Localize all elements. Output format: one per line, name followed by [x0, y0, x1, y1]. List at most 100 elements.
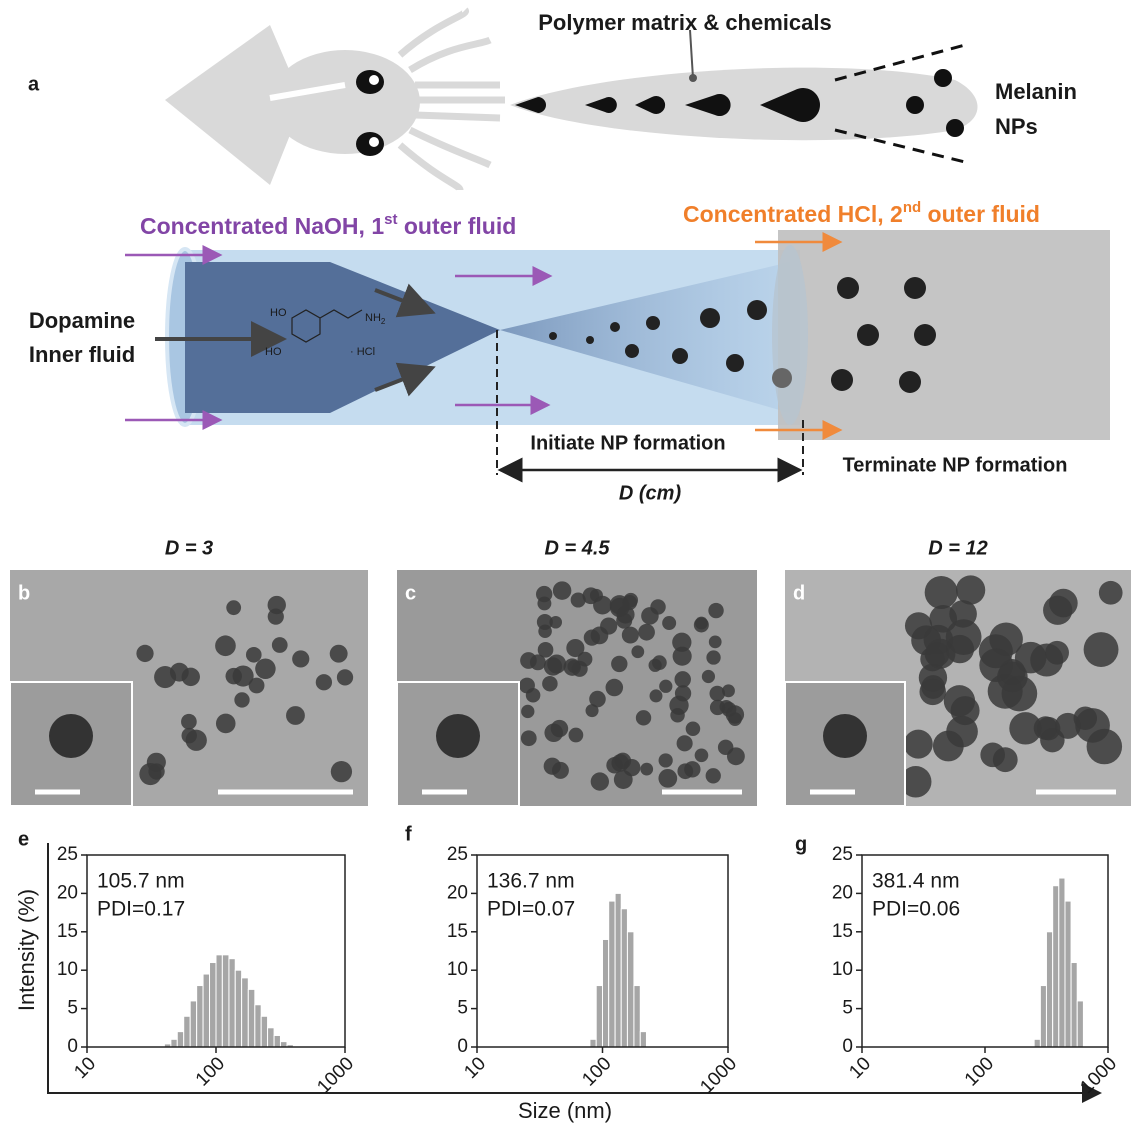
- x-tick-label: 1000: [696, 1053, 741, 1098]
- tem-particle: [49, 714, 93, 758]
- panel-label: b: [18, 582, 30, 604]
- y-axis-label: Intensity (%): [14, 889, 39, 1011]
- tem-particle: [956, 575, 985, 604]
- bar: [190, 1001, 196, 1047]
- bar: [640, 1032, 646, 1047]
- tem-particle: [677, 763, 693, 779]
- tem-particle: [1045, 641, 1069, 665]
- tem-particle: [569, 728, 584, 743]
- tem-particle: [1049, 589, 1078, 618]
- molecule-text: HO: [265, 346, 282, 358]
- tem-particle: [268, 609, 284, 625]
- bar: [596, 986, 602, 1047]
- tem-particle: [616, 613, 632, 629]
- tem-title: D = 12: [928, 537, 987, 559]
- tem-particle: [722, 684, 735, 697]
- tem-particle: [571, 592, 586, 607]
- pointer: [690, 30, 693, 78]
- label-part: outer fluid: [921, 201, 1040, 227]
- tem-particle: [136, 645, 153, 662]
- tem-particle: [521, 705, 534, 718]
- y-tick-label: 20: [57, 882, 78, 903]
- tem-particle: [980, 743, 1005, 768]
- tem-particle: [286, 706, 305, 725]
- tem-particle: [538, 624, 552, 638]
- y-tick-label: 5: [842, 998, 853, 1019]
- tem-particle: [186, 730, 207, 751]
- tem-particle: [904, 730, 933, 759]
- tem-particle: [694, 617, 709, 632]
- y-tick-label: 15: [57, 921, 78, 942]
- tem-particle: [622, 627, 639, 644]
- tem-particle: [234, 692, 249, 707]
- bar: [615, 893, 621, 1047]
- tem-particle: [659, 680, 672, 693]
- tem-particle: [719, 700, 733, 714]
- tem-particle: [636, 710, 651, 725]
- bar: [261, 1016, 267, 1047]
- tem-particle: [708, 603, 723, 618]
- dopamine-label: Inner fluid: [29, 342, 135, 367]
- bar: [274, 1035, 280, 1047]
- tem-particle: [544, 724, 563, 743]
- hcl-label: Concentrated HCl, 2nd outer fluid: [683, 199, 1040, 227]
- x-axis-label: Size (nm): [518, 1098, 612, 1123]
- dopamine-label: Dopamine: [29, 308, 135, 333]
- tem-particle: [658, 769, 677, 788]
- tem-particle: [148, 763, 164, 779]
- x-tick-label: 10: [845, 1053, 875, 1083]
- bar: [609, 901, 615, 1047]
- molecule-text: 2: [381, 317, 386, 326]
- tem-particle: [675, 685, 691, 701]
- tem-particle: [584, 629, 600, 645]
- panel-label: c: [405, 582, 416, 604]
- label-part: nd: [903, 199, 921, 216]
- molecule-text: NH: [365, 312, 381, 324]
- tem-particle: [611, 656, 627, 672]
- molecule-text: HO: [270, 307, 287, 319]
- tem-particle: [519, 678, 535, 694]
- terminate-label: Terminate NP formation: [843, 454, 1068, 476]
- bar: [222, 955, 229, 1047]
- x-tick-label: 10: [70, 1053, 100, 1083]
- tem-particle: [674, 671, 690, 687]
- melanin-label: NPs: [995, 114, 1038, 139]
- melanin-label: Melanin: [995, 79, 1077, 104]
- tem-particle: [921, 675, 945, 699]
- tem-particle: [521, 730, 537, 746]
- x-tick-label: 100: [961, 1053, 998, 1090]
- tem-particle: [292, 650, 309, 667]
- bar: [229, 959, 235, 1047]
- pointer-dot: [689, 74, 697, 82]
- distance-label: D (cm): [619, 482, 682, 504]
- tem-particle: [677, 735, 693, 751]
- y-tick-label: 10: [57, 959, 78, 980]
- bar: [603, 939, 609, 1047]
- y-tick-label: 15: [832, 921, 853, 942]
- bar: [1065, 901, 1071, 1047]
- tem-particle: [537, 596, 551, 610]
- x-tick-label: 1000: [1076, 1053, 1121, 1098]
- tem-particle: [1084, 632, 1119, 667]
- tem-particle: [606, 679, 624, 697]
- panel-label: d: [793, 582, 805, 604]
- tem-particle: [606, 757, 623, 774]
- tem-particle: [1015, 642, 1047, 674]
- tem-particle: [331, 761, 352, 782]
- tem-particle: [170, 663, 189, 682]
- bar: [268, 1028, 275, 1047]
- tem-particle: [547, 655, 566, 674]
- tem-particle: [1074, 707, 1098, 731]
- bar: [1059, 878, 1065, 1047]
- y-tick-label: 0: [842, 1036, 853, 1057]
- tem-particle: [591, 772, 609, 790]
- y-tick-label: 15: [447, 921, 468, 942]
- panel-label: f: [405, 823, 412, 845]
- tem-particle: [337, 669, 353, 685]
- y-tick-label: 0: [67, 1036, 78, 1057]
- y-tick-label: 10: [447, 959, 468, 980]
- bar: [248, 989, 255, 1047]
- y-tick-label: 5: [67, 998, 78, 1019]
- annotation: PDI=0.06: [872, 898, 960, 921]
- x-tick-label: 100: [578, 1053, 615, 1090]
